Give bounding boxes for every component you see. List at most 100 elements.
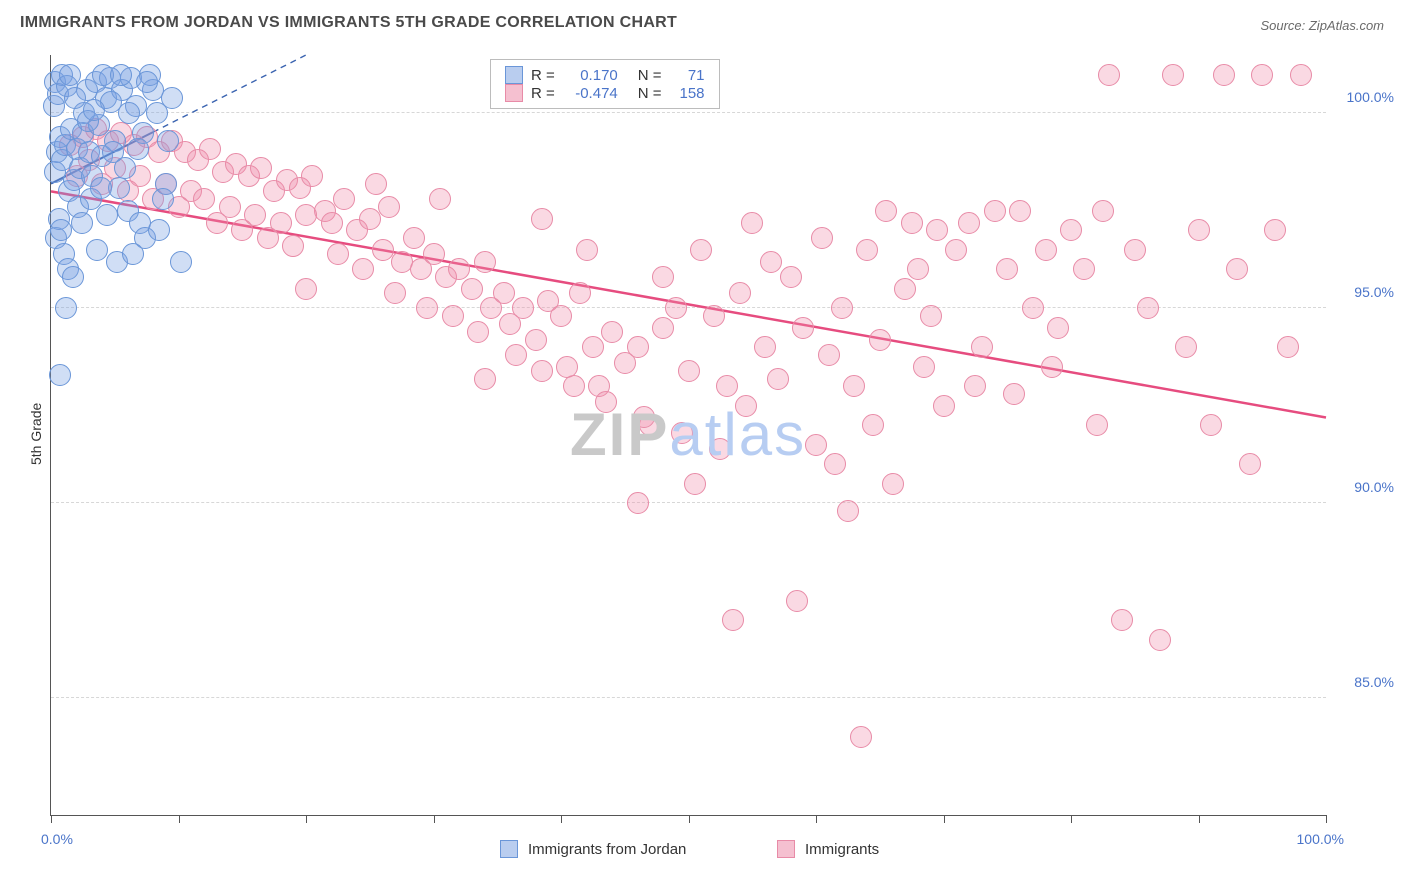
scatter-point bbox=[1098, 64, 1120, 86]
scatter-point bbox=[862, 414, 884, 436]
scatter-point bbox=[729, 282, 751, 304]
scatter-point bbox=[1086, 414, 1108, 436]
scatter-point bbox=[945, 239, 967, 261]
x-tick bbox=[689, 815, 690, 823]
scatter-point bbox=[525, 329, 547, 351]
scatter-point bbox=[244, 204, 266, 226]
scatter-point bbox=[964, 375, 986, 397]
scatter-point bbox=[627, 492, 649, 514]
scatter-point bbox=[754, 336, 776, 358]
scatter-point bbox=[1290, 64, 1312, 86]
x-tick bbox=[306, 815, 307, 823]
scatter-point bbox=[467, 321, 489, 343]
stats-row: R =0.170N =71 bbox=[505, 66, 705, 84]
x-tick bbox=[1326, 815, 1327, 823]
stat-r-label: R = bbox=[531, 85, 555, 102]
scatter-point bbox=[122, 243, 144, 265]
scatter-point bbox=[805, 434, 827, 456]
scatter-point bbox=[127, 138, 149, 160]
scatter-point bbox=[1111, 609, 1133, 631]
scatter-point bbox=[1149, 629, 1171, 651]
scatter-point bbox=[595, 391, 617, 413]
scatter-point bbox=[627, 336, 649, 358]
scatter-point bbox=[894, 278, 916, 300]
scatter-point bbox=[1188, 219, 1210, 241]
scatter-point bbox=[1073, 258, 1095, 280]
scatter-point bbox=[295, 278, 317, 300]
scatter-point bbox=[146, 102, 168, 124]
scatter-point bbox=[250, 157, 272, 179]
scatter-point bbox=[157, 130, 179, 152]
scatter-point bbox=[601, 321, 623, 343]
scatter-point bbox=[1124, 239, 1146, 261]
x-min-label: 0.0% bbox=[41, 831, 73, 847]
scatter-point bbox=[767, 368, 789, 390]
scatter-point bbox=[996, 258, 1018, 280]
scatter-point bbox=[378, 196, 400, 218]
scatter-point bbox=[102, 141, 124, 163]
y-tick-label: 100.0% bbox=[1347, 89, 1394, 105]
scatter-point bbox=[678, 360, 700, 382]
legend-item: Immigrants bbox=[777, 840, 879, 858]
legend-swatch bbox=[777, 840, 795, 858]
scatter-point bbox=[295, 204, 317, 226]
stat-n-value: 71 bbox=[670, 67, 705, 84]
scatter-point bbox=[50, 219, 72, 241]
y-tick-label: 95.0% bbox=[1354, 284, 1394, 300]
scatter-point bbox=[665, 297, 687, 319]
scatter-point bbox=[118, 102, 140, 124]
scatter-point bbox=[792, 317, 814, 339]
scatter-point bbox=[926, 219, 948, 241]
scatter-point bbox=[365, 173, 387, 195]
scatter-point bbox=[461, 278, 483, 300]
scatter-point bbox=[709, 438, 731, 460]
scatter-point bbox=[59, 64, 81, 86]
scatter-point bbox=[882, 473, 904, 495]
scatter-point bbox=[735, 395, 757, 417]
legend-label: Immigrants bbox=[805, 841, 879, 858]
stats-legend-box: R =0.170N =71R =-0.474N =158 bbox=[490, 59, 720, 109]
scatter-point bbox=[550, 305, 572, 327]
scatter-point bbox=[582, 336, 604, 358]
scatter-point bbox=[83, 99, 105, 121]
scatter-point bbox=[703, 305, 725, 327]
scatter-point bbox=[352, 258, 374, 280]
scatter-point bbox=[690, 239, 712, 261]
scatter-point bbox=[110, 64, 132, 86]
scatter-point bbox=[71, 212, 93, 234]
scatter-point bbox=[741, 212, 763, 234]
scatter-point bbox=[869, 329, 891, 351]
x-tick bbox=[434, 815, 435, 823]
scatter-point bbox=[576, 239, 598, 261]
scatter-point bbox=[920, 305, 942, 327]
scatter-point bbox=[384, 282, 406, 304]
scatter-point bbox=[423, 243, 445, 265]
stat-n-value: 158 bbox=[670, 85, 705, 102]
scatter-point bbox=[1009, 200, 1031, 222]
scatter-point bbox=[652, 317, 674, 339]
scatter-point bbox=[907, 258, 929, 280]
stat-r-value: -0.474 bbox=[563, 85, 618, 102]
scatter-point bbox=[321, 212, 343, 234]
scatter-point bbox=[1264, 219, 1286, 241]
legend-label: Immigrants from Jordan bbox=[528, 841, 686, 858]
scatter-point bbox=[327, 243, 349, 265]
scatter-point bbox=[563, 375, 585, 397]
scatter-point bbox=[875, 200, 897, 222]
stat-r-value: 0.170 bbox=[563, 67, 618, 84]
scatter-point bbox=[1251, 64, 1273, 86]
scatter-point bbox=[716, 375, 738, 397]
x-tick bbox=[1199, 815, 1200, 823]
scatter-point bbox=[359, 208, 381, 230]
scatter-point bbox=[442, 305, 464, 327]
y-axis-label: 5th Grade bbox=[28, 403, 44, 465]
scatter-point bbox=[1047, 317, 1069, 339]
scatter-point bbox=[1022, 297, 1044, 319]
scatter-point bbox=[86, 239, 108, 261]
scatter-point bbox=[837, 500, 859, 522]
x-tick bbox=[561, 815, 562, 823]
scatter-point bbox=[152, 188, 174, 210]
x-tick bbox=[816, 815, 817, 823]
scatter-point bbox=[901, 212, 923, 234]
scatter-point bbox=[512, 297, 534, 319]
